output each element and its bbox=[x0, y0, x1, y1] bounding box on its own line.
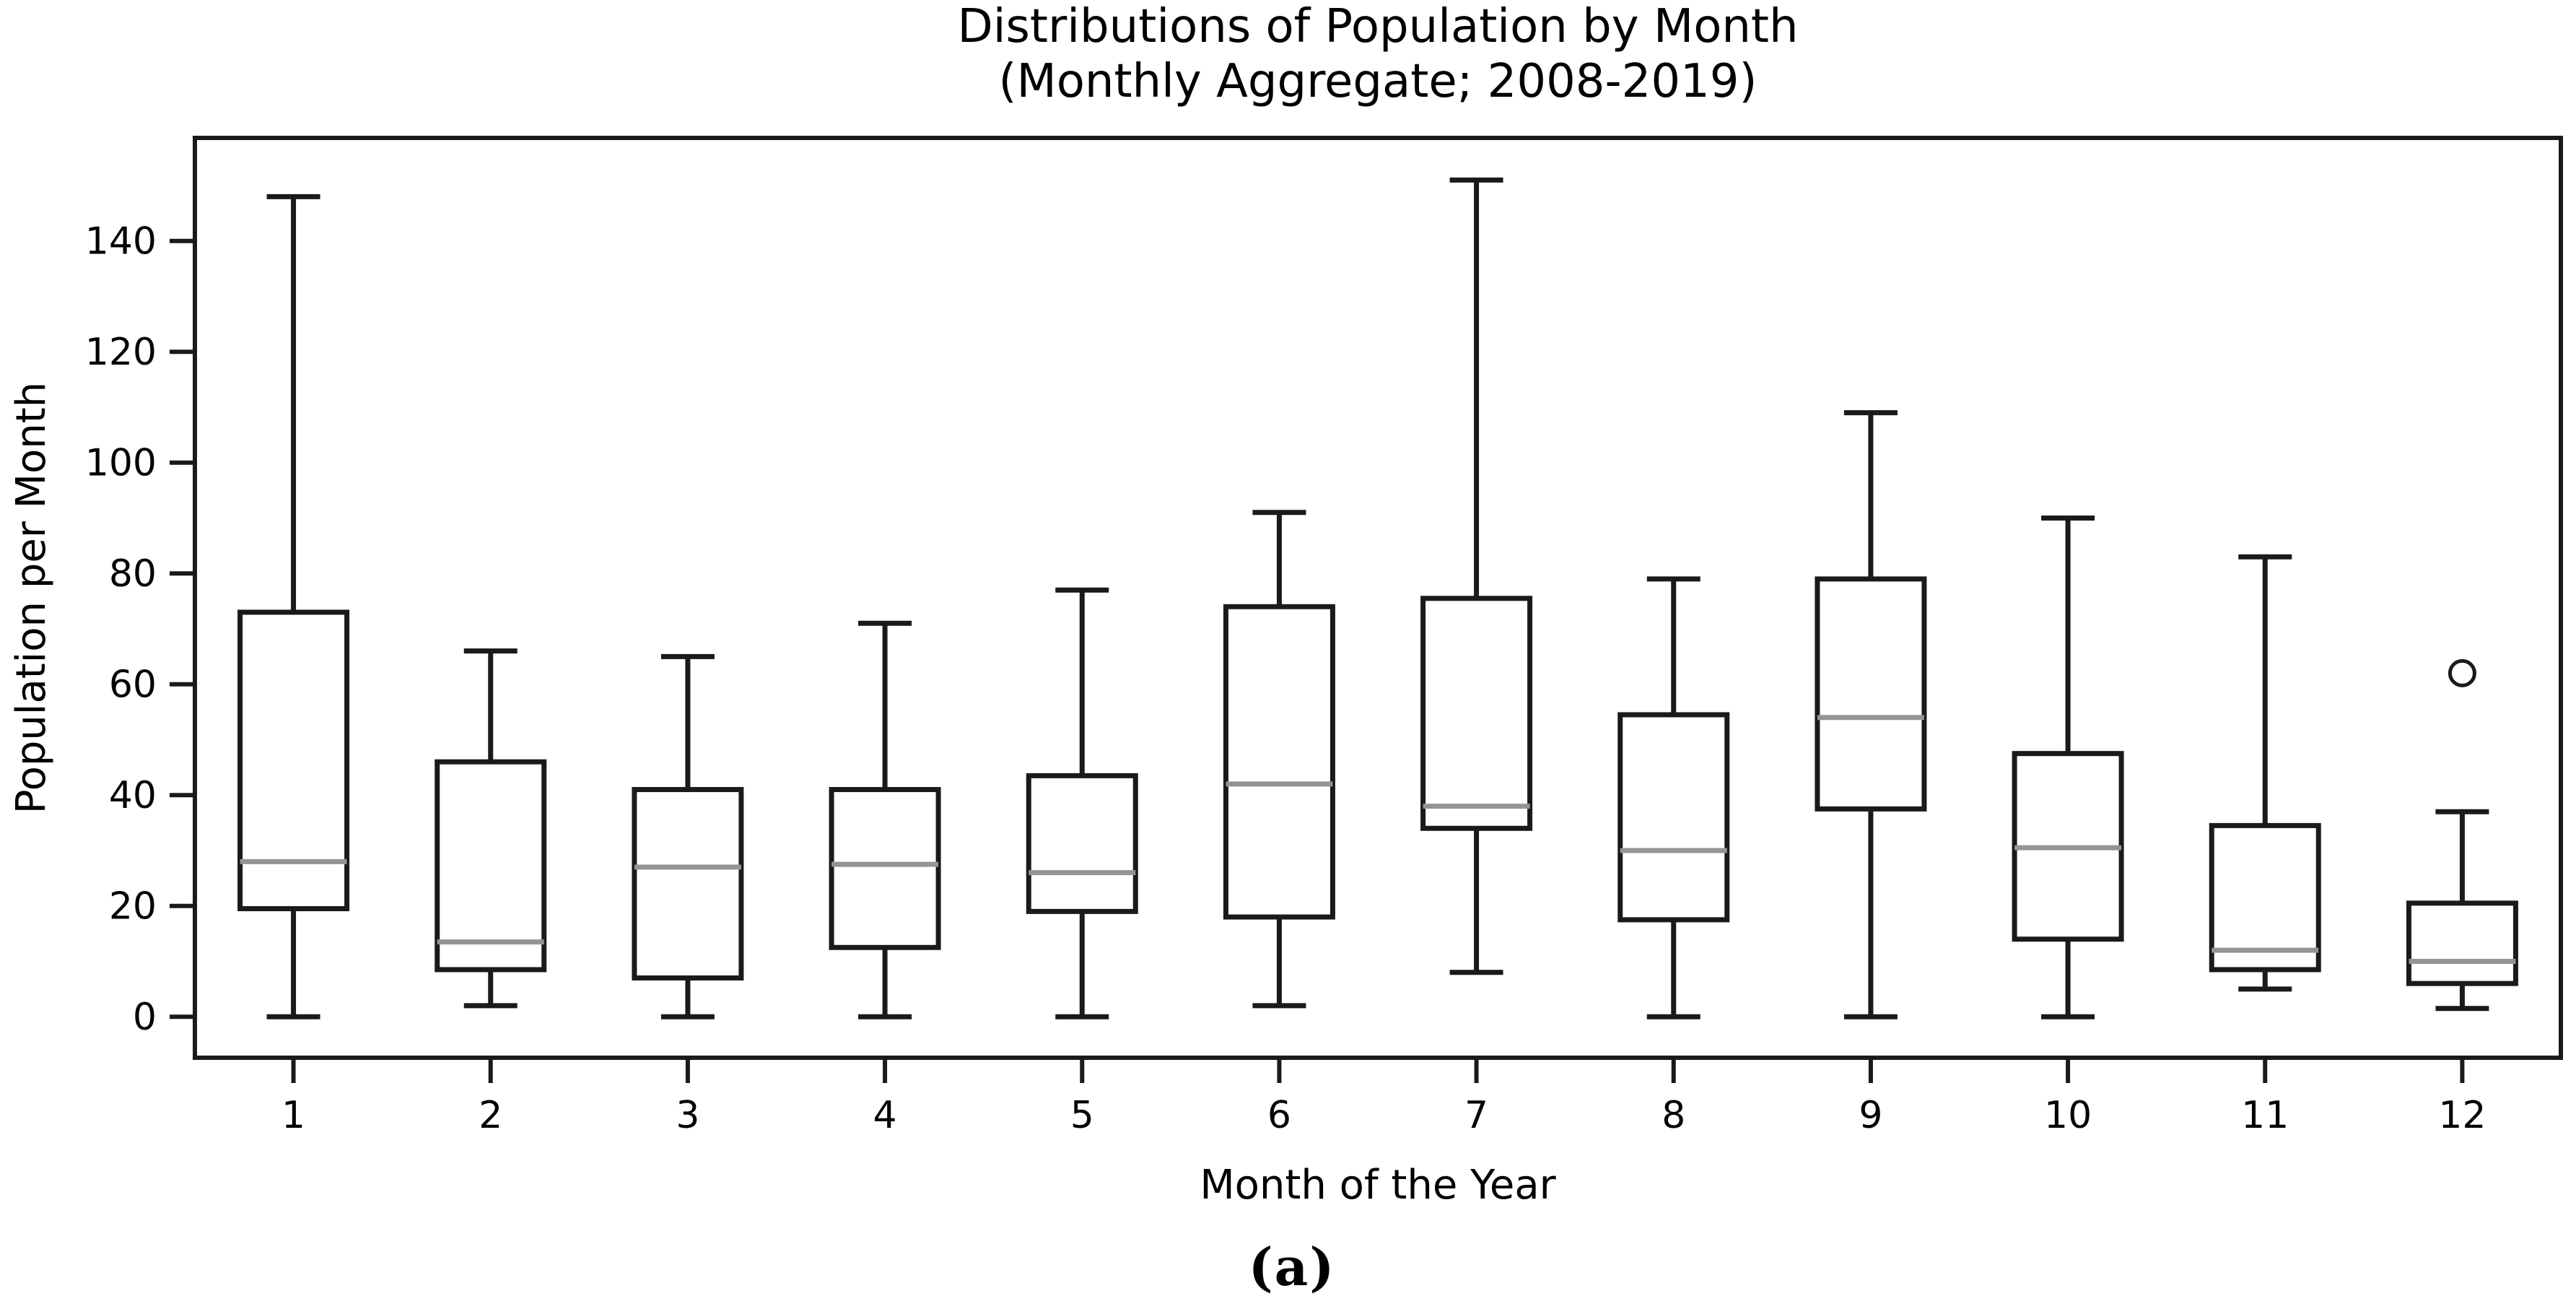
x-axis: 1 2 3 4 5 6 7 8 9 10 11 12 bbox=[281, 1058, 2487, 1137]
y-tick-label: 80 bbox=[109, 552, 157, 596]
iqr-box bbox=[1026, 773, 1138, 914]
iqr-box bbox=[1223, 604, 1335, 920]
iqr-box bbox=[632, 787, 744, 980]
box-month-9 bbox=[1815, 410, 1927, 1019]
chart-title: Distributions of Population by Month bbox=[957, 0, 1798, 53]
iqr-box bbox=[829, 787, 941, 950]
box-month-3 bbox=[632, 653, 744, 1019]
x-tick-label: 1 bbox=[281, 1094, 305, 1137]
x-tick-label: 12 bbox=[2438, 1094, 2486, 1137]
x-tick-label: 3 bbox=[676, 1094, 699, 1137]
y-tick-label: 140 bbox=[85, 220, 157, 264]
iqr-box bbox=[237, 609, 350, 912]
y-tick-label: 100 bbox=[85, 442, 157, 485]
iqr-box bbox=[1617, 712, 1730, 923]
x-tick-label: 2 bbox=[479, 1094, 502, 1137]
box-month-5 bbox=[1026, 587, 1138, 1019]
box-month-8 bbox=[1617, 576, 1730, 1019]
box-month-11 bbox=[2209, 554, 2321, 992]
x-tick-label: 5 bbox=[1070, 1094, 1094, 1137]
box-month-1 bbox=[237, 193, 350, 1019]
x-tick-label: 10 bbox=[2044, 1094, 2092, 1137]
outlier-point bbox=[2448, 658, 2476, 687]
box-month-4 bbox=[829, 620, 941, 1019]
iqr-box bbox=[1420, 596, 1533, 831]
iqr-box bbox=[1815, 576, 1927, 812]
iqr-box bbox=[435, 759, 547, 973]
y-tick-label: 40 bbox=[109, 774, 157, 817]
box-month-10 bbox=[2012, 515, 2124, 1019]
axes-frame bbox=[193, 136, 2563, 1060]
x-tick-label: 6 bbox=[1267, 1094, 1291, 1137]
chart-subtitle: (Monthly Aggregate; 2008-2019) bbox=[999, 55, 1758, 108]
y-axis-title: Population per Month bbox=[8, 382, 55, 814]
y-tick-label: 0 bbox=[133, 996, 157, 1039]
x-tick-label: 4 bbox=[873, 1094, 897, 1137]
figure-caption: (a) bbox=[1248, 1236, 1336, 1297]
box-month-12 bbox=[2406, 658, 2518, 1012]
iqr-box bbox=[2209, 822, 2321, 973]
box-month-2 bbox=[435, 648, 547, 1009]
y-tick-label: 60 bbox=[109, 664, 157, 707]
x-axis-title: Month of the Year bbox=[1200, 1162, 1556, 1209]
x-tick-label: 8 bbox=[1662, 1094, 1685, 1137]
y-tick-label: 20 bbox=[109, 885, 157, 929]
y-tick-label: 120 bbox=[85, 331, 157, 374]
box-month-6 bbox=[1223, 510, 1335, 1009]
x-tick-label: 11 bbox=[2241, 1094, 2289, 1137]
x-tick-label: 9 bbox=[1859, 1094, 1882, 1137]
x-tick-label: 7 bbox=[1464, 1094, 1488, 1137]
box-month-7 bbox=[1420, 177, 1533, 975]
y-axis: 0 20 40 60 80 100 120 140 bbox=[85, 220, 195, 1039]
iqr-box bbox=[2406, 900, 2518, 986]
